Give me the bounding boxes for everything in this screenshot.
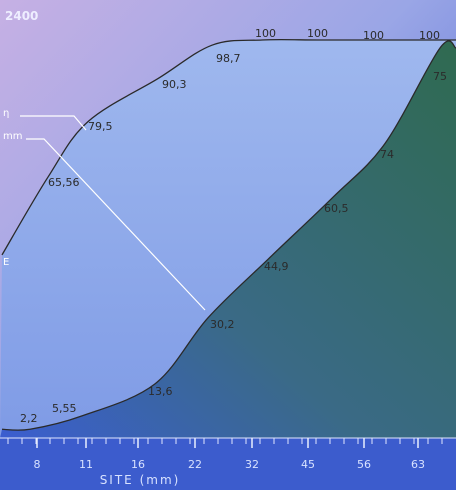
lower-point-label: 2,2: [20, 412, 38, 425]
upper-point-label: 79,5: [88, 120, 113, 133]
upper-point-label: 100: [363, 29, 384, 42]
pointer-line-2: [26, 138, 206, 311]
lower-curve-line: [1, 40, 456, 431]
x-axis-title: SITE (mm): [100, 473, 181, 487]
upper-point-label: 90,3: [162, 78, 187, 91]
chart-title: 2400: [5, 9, 38, 23]
upper-point-label: 98,7: [216, 52, 241, 65]
lower-curve-area: [0, 40, 456, 438]
upper-point-label: 100: [255, 27, 276, 40]
side-label-1: η: [3, 108, 9, 119]
pointer-line-1: [20, 115, 87, 131]
x-tick-label: 32: [245, 458, 259, 471]
x-tick-label: 16: [131, 458, 145, 471]
lower-point-label: 13,6: [148, 385, 173, 398]
upper-point-label: 65,56: [48, 176, 80, 189]
lower-point-label: 30,2: [210, 318, 235, 331]
side-label-3: E: [3, 257, 9, 268]
x-tick-label: 22: [188, 458, 202, 471]
lower-point-label: 60,5: [324, 202, 349, 215]
lower-point-label: 74: [380, 148, 394, 161]
axis-band: [0, 438, 456, 490]
upper-point-label: 100: [307, 27, 328, 40]
x-tick-label: 45: [301, 458, 315, 471]
upper-point-label: 100: [419, 29, 440, 42]
x-tick-label: 63: [411, 458, 425, 471]
lower-point-label: 5,55: [52, 402, 77, 415]
x-tick-label: 56: [357, 458, 371, 471]
x-tick-label: 11: [79, 458, 93, 471]
x-tick-label: 8: [34, 458, 41, 471]
lower-point-label: 75: [433, 70, 447, 83]
lower-point-label: 44,9: [264, 260, 289, 273]
side-label-2: mm: [3, 131, 22, 142]
